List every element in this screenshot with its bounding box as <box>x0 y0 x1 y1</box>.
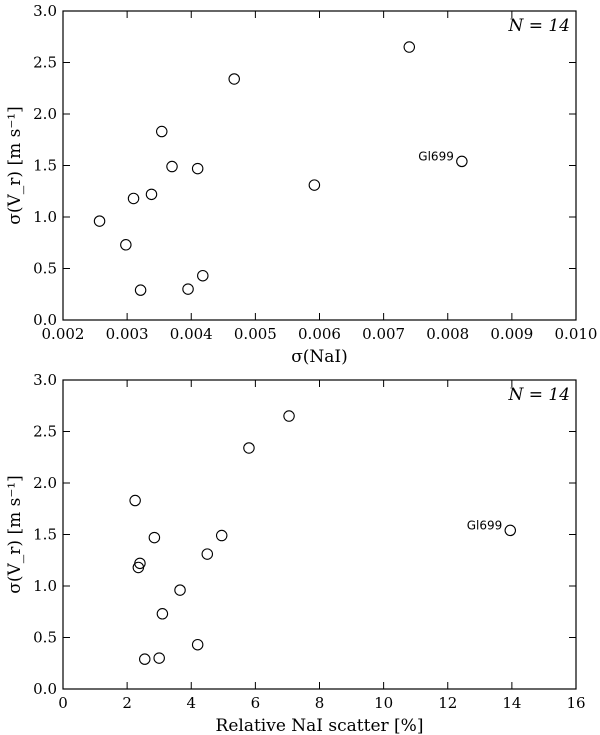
data-point <box>127 192 140 205</box>
data-point <box>197 269 209 282</box>
data-point <box>174 584 186 596</box>
y-tick-label: 1.5 <box>33 157 57 175</box>
x-tick-label: 0.007 <box>362 325 405 343</box>
plot-frame <box>62 379 577 690</box>
n-annotation: N = 14 <box>507 385 570 405</box>
data-point <box>201 548 214 560</box>
x-tick-label: 0.004 <box>170 325 213 343</box>
x-tick-label: 0.002 <box>42 325 85 343</box>
data-point <box>134 557 146 570</box>
point-label-gl699: Gl699 <box>418 149 454 163</box>
y-tick-label: 0.5 <box>33 260 57 278</box>
y-tick-label: 2.0 <box>33 105 57 123</box>
x-tick-label: 8 <box>315 694 325 712</box>
y-tick-label: 2.5 <box>33 54 57 72</box>
x-axis-label: Relative NaI scatter [%] <box>216 716 424 735</box>
x-tick-label: 0 <box>58 694 68 712</box>
point-label-gl699: Gl699 <box>467 518 503 532</box>
data-point <box>308 179 321 191</box>
plot-frame <box>62 10 577 321</box>
data-point <box>403 41 416 53</box>
y-axis-label: σ(V_r) [m s⁻¹] <box>5 475 25 593</box>
data-point <box>191 638 204 651</box>
data-point <box>456 155 468 168</box>
x-tick-label: 0.003 <box>106 325 149 343</box>
x-tick-label: 4 <box>186 694 196 712</box>
y-tick-label: 2.0 <box>33 474 57 492</box>
data-point <box>283 410 295 422</box>
data-point <box>504 524 517 537</box>
data-point <box>228 73 240 85</box>
x-tick-label: 2 <box>122 694 132 712</box>
bottom-scatter-plot: 0 2 4 6 8 10 12 14 16 0.0 0.5 1.0 1.5 2.0 2.5 3.0 Relati… <box>5 371 586 735</box>
y-tick-label: 0.5 <box>33 629 57 647</box>
y-tick-label: 0.0 <box>33 311 57 329</box>
y-tick-label: 1.0 <box>33 208 57 226</box>
data-point <box>243 442 255 454</box>
data-point <box>215 529 228 542</box>
data-point <box>166 160 178 173</box>
y-tick-label: 3.0 <box>33 2 57 20</box>
data-point <box>134 284 147 296</box>
y-tick-label: 0.0 <box>33 680 57 698</box>
top-scatter-plot: 0.002 0.003 0.004 0.005 0.006 0.007 0.008 0.009… <box>5 2 597 367</box>
data-point <box>156 608 169 620</box>
n-annotation: N = 14 <box>507 16 570 36</box>
data-point <box>148 531 161 544</box>
data-point <box>120 239 132 251</box>
data-point <box>156 125 168 138</box>
y-tick-label: 2.5 <box>33 423 57 441</box>
y-tick-label: 3.0 <box>33 371 57 389</box>
x-tick-label: 0.010 <box>555 325 598 343</box>
x-tick-label: 0.005 <box>234 325 277 343</box>
x-tick-label: 12 <box>438 694 457 712</box>
x-tick-label: 0.008 <box>426 325 469 343</box>
data-point <box>129 494 141 507</box>
data-point <box>93 215 106 227</box>
x-tick-label: 0.009 <box>490 325 533 343</box>
y-axis-label: σ(V_r) [m s⁻¹] <box>5 106 25 224</box>
data-point <box>153 652 165 664</box>
x-tick-label: 14 <box>502 694 521 712</box>
x-tick-label: 16 <box>566 694 585 712</box>
x-axis-label: σ(NaI) <box>291 347 348 367</box>
x-tick-label: 6 <box>251 694 261 712</box>
y-tick-label: 1.5 <box>33 526 57 544</box>
data-point <box>182 283 194 295</box>
data-point <box>191 162 204 175</box>
data-point <box>139 653 151 665</box>
x-tick-label: 10 <box>374 694 393 712</box>
y-tick-label: 1.0 <box>33 577 57 595</box>
x-tick-label: 0.006 <box>298 325 341 343</box>
data-point <box>145 188 158 201</box>
